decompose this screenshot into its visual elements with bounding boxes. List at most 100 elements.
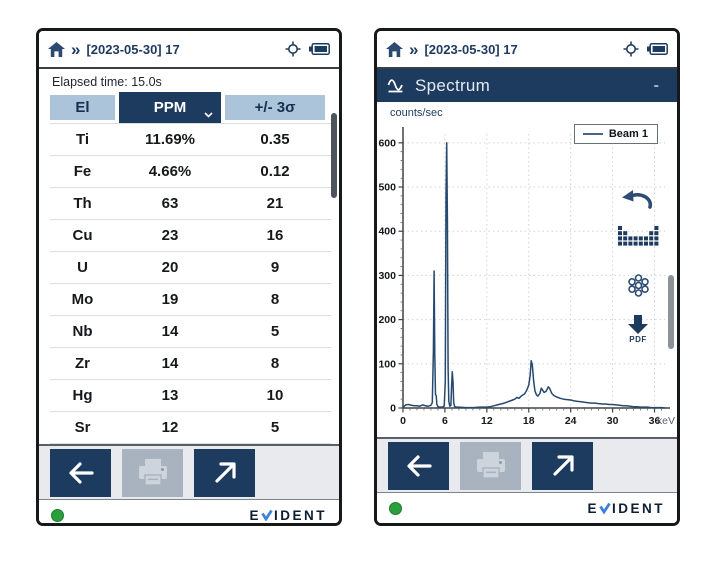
table-row[interactable]: Mo 19 8	[50, 284, 331, 316]
column-header-el[interactable]: El	[50, 95, 115, 120]
table-row[interactable]: Fe 4.66% 0.12	[50, 156, 331, 188]
table-cell: 13	[161, 387, 179, 404]
y-axis-title: counts/sec	[390, 107, 443, 119]
breadcrumb-title: [2023-05-30] 17	[424, 41, 518, 57]
table-cell: 8	[270, 291, 280, 308]
table-cell: Th	[73, 195, 92, 212]
breadcrumb-title: [2023-05-30] 17	[86, 41, 180, 57]
table-row[interactable]: Hg 13 10	[50, 380, 331, 412]
table-cell: 16	[266, 227, 284, 244]
table-row[interactable]: Cu 23 16	[50, 220, 331, 252]
spectrum-chart[interactable]: 0 6 12 18 24 30 36 0 100 200 300 400 500 600 keV	[377, 102, 677, 437]
undo-zoom-button[interactable]	[621, 188, 653, 212]
device-status-bar: E IDENT	[39, 499, 339, 523]
minimize-button[interactable]: -	[653, 76, 659, 94]
svg-text:keV: keV	[657, 415, 675, 427]
table-cell: 0.12	[260, 163, 290, 180]
undo-arrow-icon	[622, 190, 653, 209]
table-cell: 20	[161, 259, 179, 276]
svg-text:24: 24	[565, 415, 577, 427]
table-cell: 5	[270, 323, 280, 340]
table-cell: Sr	[74, 419, 91, 436]
export-arrow-icon	[552, 454, 574, 476]
table-row[interactable]: Sr 12 5	[50, 412, 331, 444]
export-arrow-icon	[214, 461, 236, 483]
table-row[interactable]: U 20 9	[50, 252, 331, 284]
svg-text:36: 36	[649, 415, 661, 427]
aim-indicator-icon	[623, 41, 639, 57]
breadcrumb-chevrons-icon: »	[71, 39, 81, 59]
table-cell: Zr	[75, 355, 90, 372]
export-button[interactable]	[532, 441, 593, 490]
periodic-table-button[interactable]	[618, 226, 659, 246]
back-arrow-icon	[406, 454, 432, 477]
chart-legend: Beam 1	[573, 124, 658, 144]
svg-text:400: 400	[378, 226, 396, 238]
spectrum-wave-icon	[387, 77, 407, 94]
table-row[interactable]: Th 63 21	[50, 188, 331, 220]
export-button[interactable]	[194, 448, 255, 497]
table-cell: 14	[161, 323, 179, 340]
svg-text:6: 6	[442, 415, 448, 427]
table-row[interactable]: Zr 14 8	[50, 348, 331, 380]
column-header-ppm-dropdown[interactable]: PPM	[119, 92, 221, 123]
svg-text:100: 100	[378, 358, 396, 370]
chevron-down-icon	[204, 112, 213, 118]
back-button[interactable]	[388, 441, 449, 490]
table-cell: 63	[161, 195, 179, 212]
table-cell: Nb	[72, 323, 93, 340]
table-cell: 9	[270, 259, 280, 276]
periodic-table-icon	[618, 226, 659, 246]
print-button-disabled[interactable]	[122, 448, 183, 497]
evident-logo: E IDENT	[249, 507, 327, 523]
export-pdf-button[interactable]: PDF	[627, 315, 649, 344]
table-cell: Ti	[75, 131, 90, 148]
battery-icon	[647, 43, 668, 55]
legend-label: Beam 1	[608, 128, 648, 140]
spectrum-chart-panel: counts/sec 0 6 12 18 24 30 36 0 100 200 300 400 500 6…	[377, 102, 677, 437]
svg-text:300: 300	[378, 270, 396, 282]
chart-scrollbar-thumb[interactable]	[668, 275, 674, 349]
svg-text:200: 200	[378, 314, 396, 326]
table-cell: 4.66%	[148, 163, 192, 180]
brand-check-icon	[261, 509, 273, 521]
table-cell: Cu	[72, 227, 93, 244]
table-cell: 23	[161, 227, 179, 244]
print-button-disabled[interactable]	[460, 441, 521, 490]
element-analysis-button[interactable]	[625, 272, 652, 299]
battery-icon	[309, 43, 330, 55]
table-cell: 5	[270, 419, 280, 436]
table-cell: 11.69%	[144, 131, 196, 148]
table-scrollbar-thumb[interactable]	[331, 113, 337, 198]
table-cell: 12	[161, 419, 179, 436]
table-row[interactable]: Ti 11.69% 0.35	[50, 124, 331, 156]
svg-text:12: 12	[481, 415, 493, 427]
action-button-bar	[377, 437, 677, 492]
results-table: Ti 11.69% 0.35 Fe 4.66% 0.12 Th 63 21 Cu 23 16 U 20 9 M…	[50, 123, 331, 444]
table-header-row: El PPM +/- 3σ	[50, 92, 339, 123]
table-cell: 19	[161, 291, 179, 308]
svg-text:30: 30	[607, 415, 619, 427]
column-header-sigma[interactable]: +/- 3σ	[225, 95, 325, 120]
svg-text:0: 0	[390, 403, 396, 415]
back-arrow-icon	[68, 461, 94, 484]
pdf-label: PDF	[629, 335, 647, 344]
printer-icon	[476, 451, 505, 479]
table-cell: Fe	[73, 163, 92, 180]
svg-text:0: 0	[400, 415, 406, 427]
table-cell: Mo	[71, 291, 94, 308]
back-button[interactable]	[50, 448, 111, 497]
table-cell: 8	[270, 355, 280, 372]
home-icon[interactable]	[48, 41, 65, 57]
table-cell: Hg	[72, 387, 93, 404]
legend-line-swatch	[582, 133, 603, 135]
table-cell: 10	[266, 387, 284, 404]
table-row[interactable]: Nb 14 5	[50, 316, 331, 348]
breadcrumb-chevrons-icon: »	[409, 39, 419, 59]
aim-indicator-icon	[285, 41, 301, 57]
brand-check-icon	[599, 502, 611, 514]
table-cell: 0.35	[260, 131, 290, 148]
pdf-download-arrow-icon	[628, 315, 648, 334]
table-cell: U	[77, 259, 88, 276]
home-icon[interactable]	[386, 41, 403, 57]
